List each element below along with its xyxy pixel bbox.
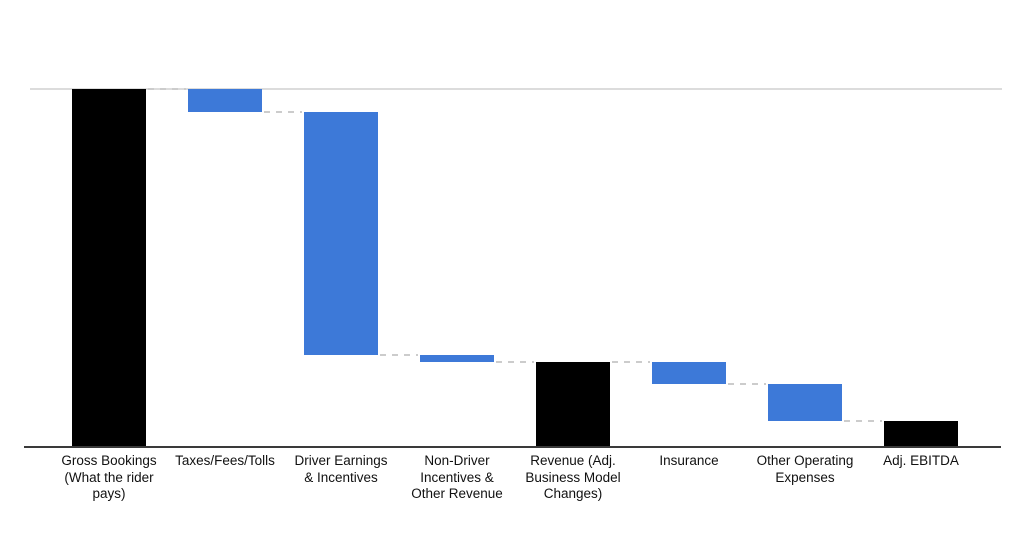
- bar-adj-ebitda: [884, 421, 958, 446]
- x-axis-label-driver-earnings-incentives: Driver Earnings & Incentives: [294, 453, 388, 485]
- connector-after-insurance: [728, 382, 766, 385]
- x-axis-label-insurance: Insurance: [659, 453, 719, 468]
- x-axis-label-adj-ebitda: Adj. EBITDA: [883, 453, 959, 468]
- x-axis-label-non-driver-incentives-other-revenue: Non-Driver Incentives & Other Revenue: [411, 453, 503, 501]
- bar-revenue-adj-business-model-changes: [536, 362, 610, 446]
- x-axis-label-other-operating-expenses: Other Operating Expenses: [756, 453, 854, 485]
- top-baseline-gridline: [30, 88, 1002, 90]
- connector-after-driver-earnings-incentives: [380, 353, 418, 356]
- connector-after-non-driver-incentives-other-revenue: [496, 361, 534, 364]
- connector-after-taxes-fees-tolls: [264, 111, 302, 114]
- bar-taxes-fees-tolls: [188, 89, 262, 113]
- bar-non-driver-incentives-other-revenue: [420, 354, 494, 363]
- x-axis-line: [24, 446, 1001, 448]
- x-axis-label-taxes-fees-tolls: Taxes/Fees/Tolls: [175, 453, 275, 468]
- bar-other-operating-expenses: [768, 383, 842, 421]
- bar-driver-earnings-incentives: [304, 112, 378, 355]
- x-axis-label-revenue-adj-business-model-changes: Revenue (Adj. Business Model Changes): [525, 453, 621, 501]
- x-axis-label-gross-bookings: Gross Bookings (What the rider pays): [61, 453, 157, 501]
- bar-insurance: [652, 362, 726, 384]
- connector-after-revenue-adj-business-model-changes: [612, 361, 650, 364]
- connector-after-gross-bookings: [148, 88, 186, 90]
- connector-after-other-operating-expenses: [844, 420, 882, 422]
- bar-gross-bookings: [72, 89, 146, 446]
